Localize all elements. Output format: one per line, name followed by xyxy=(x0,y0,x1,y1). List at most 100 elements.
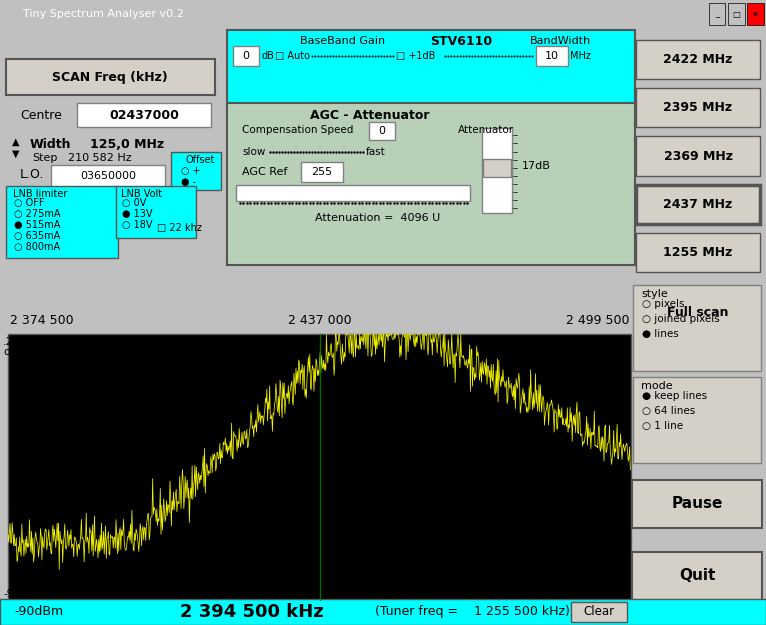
Text: 2437 MHz: 2437 MHz xyxy=(663,198,732,211)
FancyBboxPatch shape xyxy=(171,151,221,189)
Text: BandWidth: BandWidth xyxy=(530,36,591,46)
Text: ▲: ▲ xyxy=(12,136,19,146)
Text: BaseBand Gain: BaseBand Gain xyxy=(300,36,385,46)
Text: LNB limiter: LNB limiter xyxy=(13,189,67,199)
FancyBboxPatch shape xyxy=(482,129,512,213)
Text: 2 394 500 kHz: 2 394 500 kHz xyxy=(180,603,324,621)
Text: ● -: ● - xyxy=(181,177,196,187)
Text: Attenuator: Attenuator xyxy=(458,126,514,136)
Text: Centre: Centre xyxy=(20,109,62,122)
FancyBboxPatch shape xyxy=(633,285,761,371)
Text: slow: slow xyxy=(242,146,265,156)
Text: AGC - Attenuator: AGC - Attenuator xyxy=(310,109,430,122)
FancyBboxPatch shape xyxy=(6,186,118,258)
Text: □: □ xyxy=(732,9,740,19)
Text: ○ 64 lines: ○ 64 lines xyxy=(642,406,696,416)
Text: 2422 MHz: 2422 MHz xyxy=(663,53,733,66)
Text: Pause: Pause xyxy=(671,496,722,511)
Text: Full scan: Full scan xyxy=(667,306,728,319)
Text: ● 13V: ● 13V xyxy=(122,209,152,219)
Text: (Tuner freq =    1 255 500 kHz): (Tuner freq = 1 255 500 kHz) xyxy=(375,606,570,619)
Text: AGC Ref: AGC Ref xyxy=(242,167,287,177)
Text: 0: 0 xyxy=(243,51,250,61)
Text: 2 437 000: 2 437 000 xyxy=(288,314,352,326)
Text: 0: 0 xyxy=(378,126,385,136)
Text: ○ 800mA: ○ 800mA xyxy=(14,242,60,252)
Text: .23: .23 xyxy=(3,337,21,347)
Text: MHz: MHz xyxy=(570,51,591,61)
Text: 125,0 MHz: 125,0 MHz xyxy=(90,138,164,151)
Text: 2 374 500: 2 374 500 xyxy=(10,314,74,326)
FancyBboxPatch shape xyxy=(632,552,762,600)
Text: _: _ xyxy=(715,9,719,19)
FancyBboxPatch shape xyxy=(77,103,211,127)
Text: □ 22 khz: □ 22 khz xyxy=(157,222,202,232)
Text: 03650000: 03650000 xyxy=(80,171,136,181)
FancyBboxPatch shape xyxy=(369,122,395,141)
Text: ○ +: ○ + xyxy=(181,166,201,176)
Text: L.O.: L.O. xyxy=(20,168,44,181)
FancyBboxPatch shape xyxy=(636,232,760,272)
Text: ○ joined pixels: ○ joined pixels xyxy=(642,314,720,324)
FancyBboxPatch shape xyxy=(233,46,259,66)
Text: Step: Step xyxy=(32,152,57,162)
Bar xyxy=(0,599,766,625)
FancyBboxPatch shape xyxy=(709,2,725,25)
Text: Width: Width xyxy=(30,138,71,151)
Text: SCAN Freq (kHz): SCAN Freq (kHz) xyxy=(52,71,168,84)
FancyBboxPatch shape xyxy=(632,479,762,528)
Text: ● 515mA: ● 515mA xyxy=(14,220,61,230)
Text: ● lines: ● lines xyxy=(642,329,679,339)
Text: Compensation Speed: Compensation Speed xyxy=(242,126,353,136)
Text: 1255 MHz: 1255 MHz xyxy=(663,246,733,259)
FancyBboxPatch shape xyxy=(227,103,635,265)
Text: 2 499 500: 2 499 500 xyxy=(565,314,629,326)
Text: ○ pixels: ○ pixels xyxy=(642,299,685,309)
Text: ○ 18V: ○ 18V xyxy=(122,220,152,230)
Text: fast: fast xyxy=(366,146,386,156)
Text: 255: 255 xyxy=(312,167,332,177)
Text: dBm: dBm xyxy=(3,347,28,357)
FancyBboxPatch shape xyxy=(483,159,511,177)
Text: ○ 0V: ○ 0V xyxy=(122,198,146,208)
Text: 02437000: 02437000 xyxy=(109,109,179,122)
Text: Tiny Spectrum Analyser v0.2: Tiny Spectrum Analyser v0.2 xyxy=(23,9,184,19)
Text: 10: 10 xyxy=(545,51,559,61)
Text: Attenuation =  4096 U: Attenuation = 4096 U xyxy=(315,213,440,222)
Text: □ +1dB: □ +1dB xyxy=(396,51,435,61)
FancyBboxPatch shape xyxy=(227,30,635,104)
Text: -90dBm: -90dBm xyxy=(14,606,63,619)
FancyBboxPatch shape xyxy=(301,161,343,182)
Text: ○ OFF: ○ OFF xyxy=(14,198,44,208)
Text: ○ 635mA: ○ 635mA xyxy=(14,231,61,241)
Text: ▼: ▼ xyxy=(12,149,19,159)
FancyBboxPatch shape xyxy=(636,293,760,332)
Text: Quit: Quit xyxy=(679,568,715,583)
Text: □ Auto: □ Auto xyxy=(275,51,310,61)
Text: LNB Volt: LNB Volt xyxy=(121,189,162,199)
FancyBboxPatch shape xyxy=(747,2,764,25)
Text: mode: mode xyxy=(641,381,673,391)
FancyBboxPatch shape xyxy=(636,40,760,79)
FancyBboxPatch shape xyxy=(116,186,196,238)
FancyBboxPatch shape xyxy=(51,164,165,187)
Text: Clear: Clear xyxy=(584,606,614,619)
FancyBboxPatch shape xyxy=(636,184,760,224)
Text: -90dBm: -90dBm xyxy=(3,589,44,599)
Text: ○ 275mA: ○ 275mA xyxy=(14,209,61,219)
FancyBboxPatch shape xyxy=(536,46,568,66)
FancyBboxPatch shape xyxy=(633,378,761,464)
FancyBboxPatch shape xyxy=(636,88,760,127)
FancyBboxPatch shape xyxy=(571,602,627,622)
Text: ○ 1 line: ○ 1 line xyxy=(642,421,683,431)
Text: ● keep lines: ● keep lines xyxy=(642,391,707,401)
Text: 2395 MHz: 2395 MHz xyxy=(663,101,732,114)
Text: dB: dB xyxy=(261,51,274,61)
FancyBboxPatch shape xyxy=(636,136,760,176)
FancyBboxPatch shape xyxy=(6,59,215,96)
Text: style: style xyxy=(641,289,668,299)
Text: Offset: Offset xyxy=(186,154,215,164)
FancyBboxPatch shape xyxy=(728,2,745,25)
Text: ✕: ✕ xyxy=(751,9,759,19)
Text: STV6110: STV6110 xyxy=(430,34,492,48)
